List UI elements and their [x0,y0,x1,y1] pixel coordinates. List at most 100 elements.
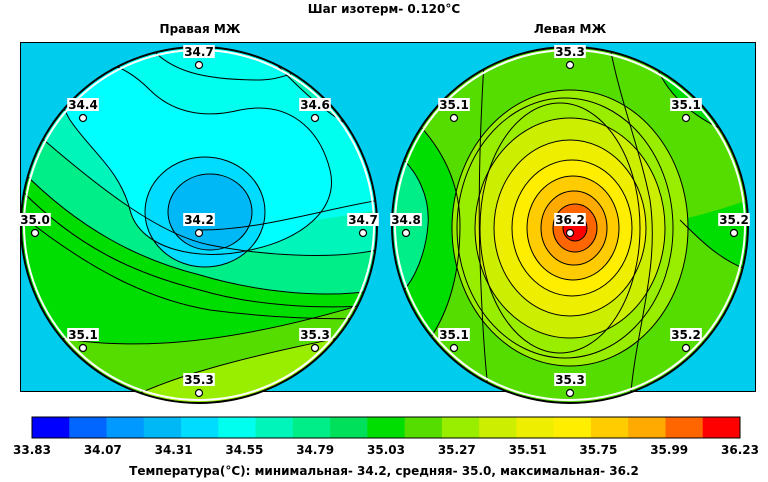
point-marker [565,60,575,70]
measurement-point: 35.3 [299,328,331,353]
colorbar-segment [367,417,406,438]
measurement-point: 35.1 [438,98,470,123]
point-label-background [67,98,99,111]
point-marker [310,113,320,123]
colorbar-tick-label: 36.23 [721,443,759,457]
point-marker [565,228,575,238]
colorbar-segment [32,417,70,438]
point-label-background [183,45,215,58]
colorbar-segment [516,417,555,438]
point-temperature-label: 35.3 [184,373,214,387]
point-label-background [554,213,586,226]
colorbar-segment [628,417,666,438]
point-temperature-label: 36.2 [555,213,585,227]
point-temperature-label: 35.1 [671,98,701,112]
temperature-summary: Температура(°С): минимальная- 34.2, сред… [129,464,639,478]
colorbar-segment [665,417,704,438]
colorbar-tick-label: 35.27 [437,443,476,457]
point-temperature-label: 35.3 [555,45,585,59]
point-label-background [299,328,331,341]
measurement-point: 34.7 [183,45,215,70]
point-temperature-label: 35.1 [68,328,98,342]
point-marker [681,113,691,123]
colorbar-tick-label: 35.75 [579,443,618,457]
colorbar-tick-label: 34.79 [296,443,335,457]
measurement-point: 35.0 [19,213,51,238]
measurement-point: 34.4 [67,98,99,123]
point-temperature-label: 35.1 [439,98,469,112]
point-temperature-label: 34.6 [300,98,330,112]
point-temperature-label: 35.3 [555,373,585,387]
point-label-background [183,213,215,226]
colorbar-segment [181,417,219,438]
point-label-background [67,328,99,341]
colorbar-segment [590,417,629,438]
colorbar-border [31,416,741,439]
measurement-point: 34.2 [183,213,215,238]
colorbar-segment [441,417,480,438]
colorbar-segment [143,417,182,438]
point-marker [358,228,368,238]
point-label-background [183,373,215,386]
colorbar-segment [330,417,368,438]
panel-title-right: Правая МЖ [159,22,241,36]
colorbar-tick-label: 33.83 [13,443,51,457]
measurement-point: 35.1 [67,328,99,353]
point-marker [194,60,204,70]
point-temperature-label: 34.8 [391,213,421,227]
measurement-point: 35.2 [718,213,750,238]
colorbar-segment [553,417,592,438]
measurement-point: 35.2 [670,328,702,353]
measurement-point: 36.2 [554,213,586,238]
point-label-background [19,213,51,226]
colorbar-tick-label: 34.07 [83,443,122,457]
colorbar-segment [218,417,257,438]
point-marker [729,228,739,238]
point-temperature-label: 34.7 [184,45,214,59]
colorbar-segment [255,417,294,438]
colorbar-segment [702,417,741,438]
colorbar-segment [106,417,145,438]
point-marker [681,343,691,353]
point-marker [310,343,320,353]
point-temperature-label: 35.2 [671,328,701,342]
measurement-point: 34.6 [299,98,331,123]
point-marker [449,113,459,123]
point-marker [194,388,204,398]
measurement-point: 35.1 [438,328,470,353]
point-label-background [670,98,702,111]
measurement-point: 35.3 [183,373,215,398]
point-temperature-label: 34.2 [184,213,214,227]
point-temperature-label: 34.4 [68,98,98,112]
point-marker [78,343,88,353]
colorbar-segment [69,417,108,438]
point-marker [30,228,40,238]
measurement-point: 34.8 [390,213,422,238]
point-marker [78,113,88,123]
point-label-background [718,213,750,226]
colorbar-tick-label: 35.03 [367,443,405,457]
point-marker [194,228,204,238]
point-marker [449,343,459,353]
colorbar-segment [404,417,443,438]
point-temperature-label: 34.7 [348,213,378,227]
point-label-background [299,98,331,111]
point-label-background [554,373,586,386]
point-marker [401,228,411,238]
point-label-background [390,213,422,226]
colorbar-tick-label: 35.51 [508,443,547,457]
measurement-point: 34.7 [347,213,379,238]
point-marker [565,388,575,398]
colorbar-tick-label: 34.55 [225,443,264,457]
point-label-background [438,328,470,341]
panel-right-breast [21,47,377,403]
panel-title-left: Левая МЖ [533,22,607,36]
colorbar-segment [479,417,517,438]
point-temperature-label: 35.1 [439,328,469,342]
point-temperature-label: 35.2 [719,213,749,227]
chart-title: Шаг изотерм- 0.120°C [307,2,461,16]
measurement-point: 35.3 [554,373,586,398]
point-label-background [438,98,470,111]
point-temperature-label: 35.0 [20,213,50,227]
